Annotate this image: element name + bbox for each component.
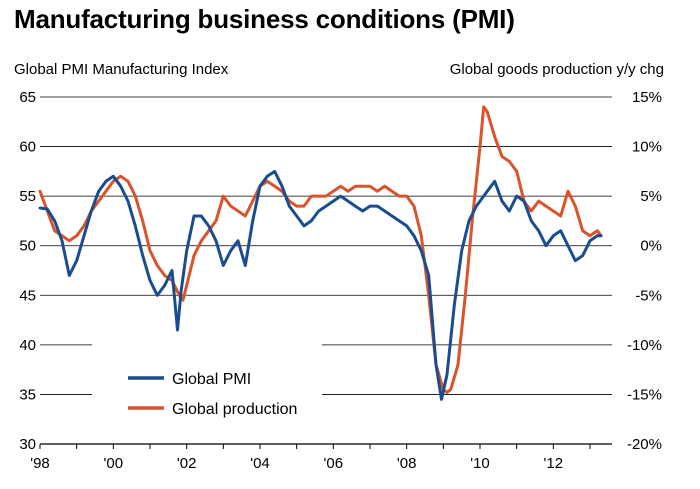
right-tick-label: -15% bbox=[627, 386, 662, 403]
x-tick-label: '02 bbox=[177, 455, 197, 472]
right-tick-label: -5% bbox=[635, 287, 662, 304]
right-tick-label: -10% bbox=[627, 337, 662, 354]
right-tick-label: 10% bbox=[632, 139, 662, 156]
left-axis-ticks: 30 35 40 45 50 55 60 65 bbox=[19, 89, 36, 453]
x-tick-label: '08 bbox=[397, 455, 417, 472]
x-axis-ticks: '98 '00 '02 '04 '06 '08 '10 '12 bbox=[30, 444, 591, 472]
left-tick-label: 35 bbox=[19, 386, 36, 403]
chart-title: Manufacturing business conditions (PMI) bbox=[14, 4, 515, 34]
legend-label: Global production bbox=[172, 401, 297, 418]
left-tick-label: 55 bbox=[19, 188, 36, 205]
x-tick-label: '04 bbox=[250, 455, 270, 472]
left-tick-label: 45 bbox=[19, 287, 36, 304]
right-tick-label: 15% bbox=[632, 89, 662, 106]
legend-label: Global PMI bbox=[172, 371, 251, 388]
legend: Global PMI Global production bbox=[128, 371, 297, 418]
x-tick-label: '98 bbox=[30, 455, 50, 472]
x-tick-label: '12 bbox=[544, 455, 564, 472]
left-tick-label: 65 bbox=[19, 89, 36, 106]
right-axis-ticks: -20% -15% -10% -5% 0% 5% 10% 15% bbox=[627, 89, 662, 453]
left-tick-label: 50 bbox=[19, 238, 36, 255]
right-tick-label: -20% bbox=[627, 436, 662, 453]
x-tick-label: '00 bbox=[104, 455, 124, 472]
right-axis-title: Global goods production y/y chg bbox=[449, 61, 664, 78]
left-axis-title: Global PMI Manufacturing Index bbox=[14, 61, 229, 78]
series-line-global-pmi bbox=[38, 169, 603, 401]
x-tick-label: '10 bbox=[470, 455, 490, 472]
left-tick-label: 40 bbox=[19, 337, 36, 354]
right-tick-label: 5% bbox=[640, 188, 662, 205]
gridlines bbox=[40, 96, 612, 445]
left-tick-label: 60 bbox=[19, 139, 36, 156]
series-line-global-production bbox=[38, 105, 603, 394]
series-lines bbox=[38, 105, 603, 401]
x-tick-label: '06 bbox=[324, 455, 344, 472]
right-tick-label: 0% bbox=[640, 238, 662, 255]
left-tick-label: 30 bbox=[19, 436, 36, 453]
